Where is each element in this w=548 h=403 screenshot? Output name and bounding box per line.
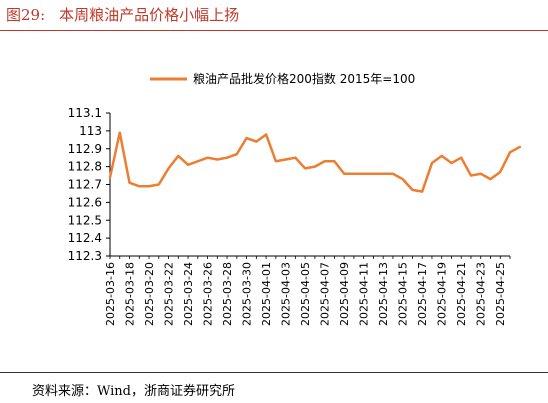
figure-number: 图29:: [6, 6, 46, 24]
source-divider: [0, 372, 548, 373]
y-tick-label: 112.9: [68, 142, 102, 156]
plot-area: [108, 131, 522, 193]
line-chart: 粮油产品批发价格200指数 2015年=100 113.1 113 112.9 112…: [68, 71, 522, 326]
x-tick-label: 2025-04-15: [397, 262, 410, 326]
x-tick-label: 2025-04-03: [280, 262, 293, 326]
x-tick-label: 2025-03-30: [241, 262, 254, 326]
x-tick-label: 2025-04-23: [475, 262, 488, 326]
x-tick-label: 2025-04-25: [494, 262, 507, 326]
figure-title: 图29: 本周粮油产品价格小幅上扬: [6, 4, 239, 25]
x-tick-label: 2025-04-07: [319, 262, 332, 326]
y-tick-label: 113: [79, 124, 102, 138]
x-tick-label: 2025-04-09: [338, 262, 351, 326]
x-tick-label: 2025-04-05: [299, 262, 312, 326]
series-line: [108, 131, 522, 193]
x-tick-label: 2025-04-17: [416, 262, 429, 326]
legend-label: 粮油产品批发价格200指数 2015年=100: [193, 71, 415, 86]
x-tick-label: 2025-03-26: [202, 262, 215, 326]
x-tick-label: 2025-03-28: [221, 262, 234, 326]
x-axis: 2025-03-16 2025-03-18 2025-03-20 2025-03-22…: [104, 255, 511, 326]
title-divider: [0, 30, 548, 31]
y-tick-label: 112.8: [68, 160, 102, 174]
x-tick-label: 2025-04-11: [358, 262, 371, 326]
source-note: 资料来源：Wind，浙商证券研究所: [32, 384, 235, 399]
y-axis: 113.1 113 112.9 112.8 112.7 112.6 112.5 112.4 11…: [68, 106, 111, 263]
y-tick-label: 112.7: [68, 178, 102, 192]
x-tick-label: 2025-03-22: [163, 262, 176, 326]
x-tick-label: 2025-03-18: [124, 262, 137, 326]
x-tick-label: 2025-04-19: [436, 262, 449, 326]
y-tick-label: 112.5: [68, 213, 102, 227]
x-tick-label: 2025-03-16: [104, 262, 117, 326]
x-tick-label: 2025-03-20: [143, 262, 156, 326]
x-tick-label: 2025-04-21: [455, 262, 468, 326]
y-tick-label: 112.3: [68, 249, 102, 263]
x-tick-label: 2025-04-01: [260, 262, 273, 326]
y-tick-label: 112.6: [68, 195, 102, 209]
y-tick-label: 113.1: [68, 106, 102, 120]
figure-title-text: 本周粮油产品价格小幅上扬: [59, 6, 240, 24]
y-tick-label: 112.4: [68, 231, 102, 245]
chart-legend: 粮油产品批发价格200指数 2015年=100: [150, 71, 415, 86]
x-tick-label: 2025-04-13: [377, 262, 390, 326]
x-tick-label: 2025-03-24: [182, 262, 195, 326]
